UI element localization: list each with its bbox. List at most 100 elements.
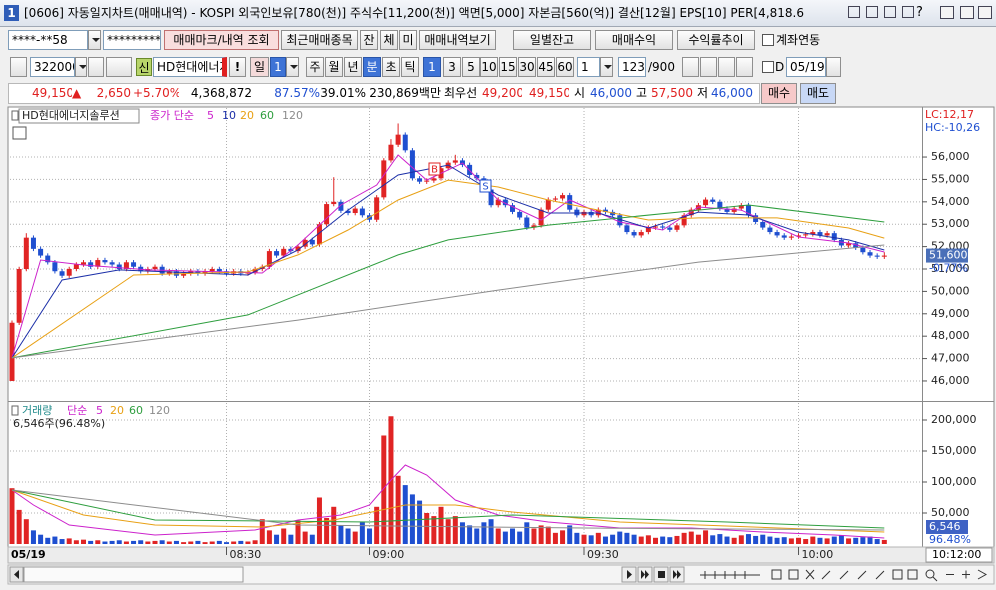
sell-marker: S [479, 179, 492, 193]
volume-bar [831, 536, 837, 544]
candle-body [796, 235, 802, 237]
volume-bar [881, 539, 887, 544]
volume-legend-method: 단순 [67, 404, 87, 417]
volume-bar [838, 535, 844, 544]
sell-button[interactable]: 매도 [800, 83, 836, 104]
interval-button[interactable]: 15 [499, 57, 517, 77]
interval-button[interactable]: 1 [423, 57, 441, 77]
interval-dropdown[interactable] [600, 57, 613, 77]
interval-count[interactable]: 1 [577, 57, 600, 77]
tool-button[interactable] [682, 57, 699, 77]
window-control[interactable] [960, 6, 974, 19]
period-count[interactable]: 1 [270, 57, 286, 77]
volume-bar [538, 525, 544, 544]
help-button[interactable]: ? [916, 5, 923, 20]
unit-button[interactable]: 틱 [401, 57, 419, 77]
history-button[interactable]: 매매내역보기 [419, 30, 496, 50]
unit-button[interactable]: 분 [363, 57, 381, 77]
volume-bar [131, 540, 137, 544]
candle-body [781, 235, 787, 238]
volume-bar [710, 535, 716, 544]
report-button[interactable]: 수익률추이 [677, 30, 755, 50]
report-button[interactable]: 매매수익 [595, 30, 673, 50]
volume-bar [753, 535, 759, 544]
candle-body [803, 234, 809, 236]
y-tick-label: 100,000 [931, 475, 977, 488]
volume-bar [123, 541, 129, 544]
candle-body [774, 232, 780, 236]
volume-bar [760, 534, 766, 544]
candle-body [860, 247, 866, 253]
bar-count[interactable]: 123 [618, 57, 646, 77]
recent-button[interactable]: 최근매매종목 [281, 30, 358, 50]
period-button[interactable]: 일 [250, 57, 269, 77]
candle-body [281, 248, 287, 256]
volume-bar [638, 536, 644, 544]
interval-button[interactable]: 30 [518, 57, 536, 77]
interval-button[interactable]: 3 [443, 57, 461, 77]
grid [10, 108, 922, 544]
window-tool[interactable] [866, 6, 878, 18]
code-input[interactable]: 322000 [30, 57, 75, 77]
volume-bar [724, 536, 730, 544]
period-dropdown[interactable] [286, 57, 299, 77]
window-control[interactable] [940, 6, 954, 19]
unit-button[interactable]: 월 [325, 57, 343, 77]
volume-bar [610, 534, 616, 544]
volume-bar [660, 536, 666, 544]
candle-body [703, 199, 709, 206]
window-control[interactable] [978, 6, 992, 19]
candle-body [581, 211, 587, 216]
filter-button[interactable]: 미 [399, 30, 417, 50]
account-dropdown[interactable] [88, 30, 101, 50]
volume-bar [738, 535, 744, 544]
stock-name[interactable]: HD현대에너지 [153, 57, 227, 77]
volume-bar [288, 534, 294, 544]
volume-bar [552, 532, 558, 544]
unit-button[interactable]: 주 [306, 57, 324, 77]
calendar-button[interactable] [826, 57, 841, 77]
interval-button[interactable]: 45 [537, 57, 555, 77]
chart-icon[interactable] [10, 57, 27, 77]
interval-button[interactable]: 60 [556, 57, 574, 77]
sound-button[interactable] [106, 57, 132, 77]
legend-entry: 20 [240, 109, 254, 122]
buy-button[interactable]: 매수 [761, 83, 797, 104]
window-tool[interactable] [884, 6, 896, 18]
change-rate: +5.70% [133, 86, 179, 100]
volume-bar [781, 537, 787, 544]
code-dropdown[interactable] [75, 57, 87, 77]
candle-body [374, 197, 380, 220]
tool-button[interactable] [736, 57, 753, 77]
interval-button[interactable]: 10 [480, 57, 498, 77]
app-icon: 1 [4, 5, 19, 21]
candle-body [767, 227, 773, 233]
alert-button[interactable]: ! [229, 57, 246, 77]
volume-bar [16, 509, 22, 544]
account-input[interactable]: ****-**58 [8, 30, 88, 50]
filter-button[interactable]: 잔 [360, 30, 378, 50]
window-tool[interactable] [902, 6, 914, 18]
report-button[interactable]: 일별잔고 [513, 30, 591, 50]
candle-body [352, 208, 358, 214]
tool-button[interactable] [718, 57, 735, 77]
password-input[interactable]: ********* [103, 30, 161, 50]
volume-bar [581, 534, 587, 544]
unit-button[interactable]: 초 [382, 57, 400, 77]
filter-button[interactable]: 체 [380, 30, 398, 50]
interval-button[interactable]: 5 [462, 57, 480, 77]
unit-button[interactable]: 년 [344, 57, 362, 77]
volume-bar [30, 530, 36, 544]
candle-body [52, 262, 58, 272]
search-button[interactable] [88, 57, 104, 77]
window-tool[interactable] [848, 6, 860, 18]
candle-body [674, 225, 680, 230]
new-badge: 신 [136, 58, 152, 76]
scrollbar [7, 564, 995, 585]
date-input[interactable]: 05/19 [786, 57, 826, 77]
tool-button[interactable] [700, 57, 717, 77]
date-checkbox[interactable] [762, 61, 774, 73]
link-checkbox[interactable] [762, 34, 774, 46]
query-button[interactable]: 매매마크/내역 조회 [164, 30, 279, 50]
scroll-thumb[interactable] [23, 566, 244, 583]
